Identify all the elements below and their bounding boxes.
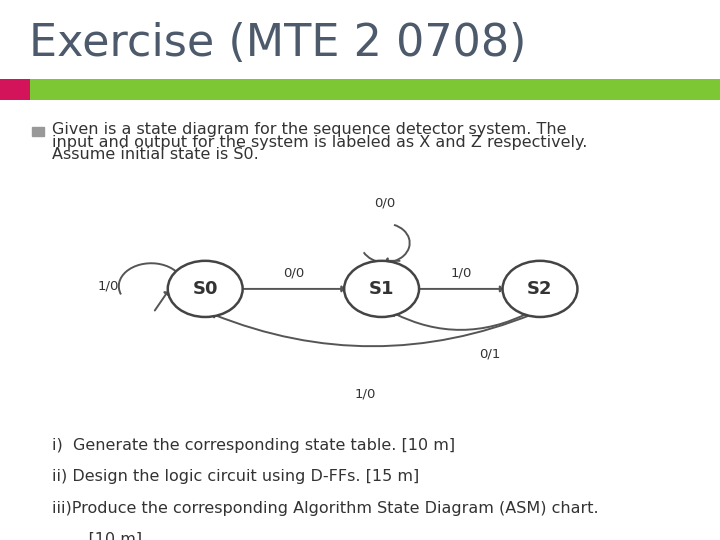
Text: ii) Design the logic circuit using D-FFs. [15 m]: ii) Design the logic circuit using D-FFs…	[52, 469, 419, 484]
Circle shape	[168, 261, 243, 317]
Circle shape	[344, 261, 419, 317]
Text: Exercise (MTE 2 0708): Exercise (MTE 2 0708)	[29, 22, 526, 65]
Text: Given is a state diagram for the sequence detector system. The: Given is a state diagram for the sequenc…	[52, 122, 567, 137]
Text: S2: S2	[527, 280, 553, 298]
Text: 0/1: 0/1	[479, 347, 500, 360]
Text: i)  Generate the corresponding state table. [10 m]: i) Generate the corresponding state tabl…	[52, 438, 455, 453]
Text: S1: S1	[369, 280, 395, 298]
Text: 1/0: 1/0	[97, 280, 119, 293]
Text: S0: S0	[192, 280, 218, 298]
Bar	[32, 127, 44, 136]
Bar	[30, 79, 720, 100]
Text: iii)Produce the corresponding Algorithm State Diagram (ASM) chart.: iii)Produce the corresponding Algorithm …	[52, 501, 598, 516]
Bar	[0, 79, 30, 100]
Text: 1/0: 1/0	[450, 266, 472, 279]
Text: Assume initial state is S0.: Assume initial state is S0.	[52, 147, 258, 162]
Text: input and output for the system is labeled as X and Z respectively.: input and output for the system is label…	[52, 134, 588, 150]
Text: 0/0: 0/0	[374, 196, 396, 209]
Text: 1/0: 1/0	[355, 388, 376, 401]
Text: [10 m]: [10 m]	[68, 532, 143, 540]
Text: 0/0: 0/0	[283, 266, 304, 279]
Circle shape	[503, 261, 577, 317]
